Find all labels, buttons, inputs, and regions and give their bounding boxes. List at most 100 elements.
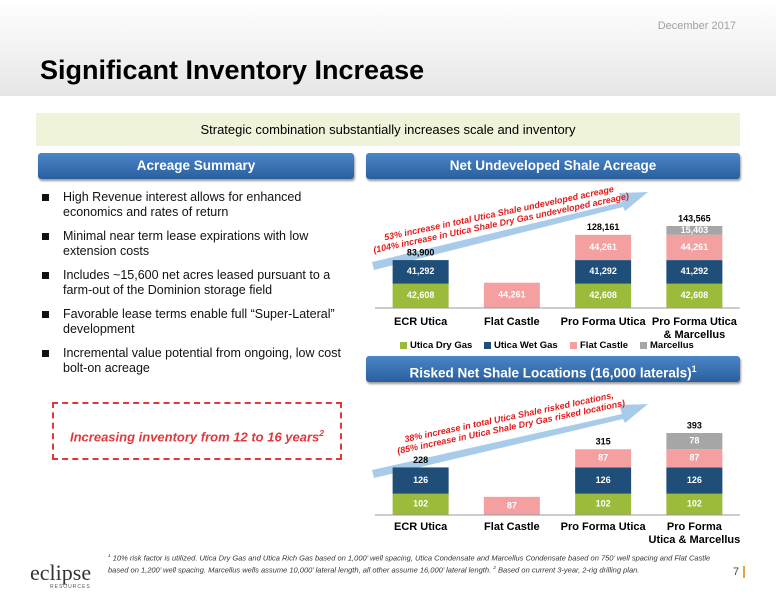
data-label: 15,403	[681, 225, 709, 235]
bar-segment	[666, 433, 723, 450]
legend-swatch	[640, 342, 647, 349]
x-tick-label: Pro Forma Utica	[560, 316, 646, 328]
footnote: 1 10% risk factor is utilized. Utica Dry…	[108, 552, 718, 575]
callout-text: Increasing inventory from 12 to 16 years	[70, 429, 320, 445]
logo: eclipse	[30, 560, 92, 585]
header-band	[0, 0, 776, 96]
bar-segment	[575, 493, 632, 515]
bullet: Favorable lease terms enable full “Super…	[40, 307, 350, 337]
total-label: 128,161	[587, 222, 620, 232]
bar-segment	[483, 282, 540, 308]
date: December 2017	[657, 20, 736, 32]
bullet: High Revenue interest allows for enhance…	[40, 190, 350, 220]
bar-segment	[392, 493, 449, 515]
footnote-marker: 1	[108, 554, 111, 559]
arrow	[372, 192, 648, 270]
total-label: 315	[596, 437, 611, 447]
data-label: 42,608	[407, 290, 435, 300]
bar-segment	[575, 467, 632, 494]
x-tick-label: Flat Castle	[484, 521, 540, 533]
legend-label: Flat Castle	[580, 340, 629, 351]
legend-swatch	[570, 342, 577, 349]
chart-title: Net Undeveloped Shale Acreage	[366, 153, 740, 179]
chart-title-text: Net Undeveloped Shale Acreage	[449, 158, 657, 173]
bullet: Incremental value potential from ongoing…	[40, 346, 350, 376]
annotation-line: 38% increase in total Utica Shale risked…	[403, 390, 615, 445]
slide-title: Significant Inventory Increase	[40, 55, 425, 85]
annotation-line: 53% increase in total Utica Shale undeve…	[383, 183, 615, 243]
data-label: 44,261	[589, 242, 617, 252]
legend-swatch	[400, 342, 407, 349]
bar-segment	[666, 467, 723, 494]
bar-segment	[575, 283, 632, 308]
legend-label: Marcellus	[650, 340, 694, 351]
x-tick-label: ECR Utica	[394, 521, 448, 533]
bar-segment	[483, 496, 540, 515]
data-label: 87	[689, 453, 699, 463]
bar-segment	[666, 449, 723, 468]
total-label: 228	[413, 455, 428, 465]
annotation: 38% increase in total Utica Shale risked…	[361, 381, 659, 463]
legend-label: Utica Wet Gas	[494, 340, 558, 351]
data-label: 44,261	[681, 242, 709, 252]
callout: Increasing inventory from 12 to 16 years…	[52, 402, 342, 460]
data-label: 41,292	[407, 266, 435, 276]
x-tick-label: Pro Forma Utica	[560, 521, 646, 533]
data-label: 44,261	[498, 290, 526, 300]
annotation-line: (104% increase in Utica Shale Dry Gas un…	[372, 190, 630, 255]
data-label: 87	[598, 453, 608, 463]
annotation-line: (85% increase in Utica Shale Dry Gas ris…	[396, 397, 626, 456]
page-number: 7	[733, 566, 746, 578]
bar-segment	[666, 493, 723, 515]
bar-segment	[666, 226, 723, 235]
arrow	[372, 404, 648, 478]
bullet-list: High Revenue interest allows for enhance…	[40, 190, 350, 385]
bar-segment	[666, 260, 723, 284]
total-label: 83,900	[407, 247, 435, 257]
data-label: 42,608	[589, 290, 617, 300]
chart-title-text: Risked Net Shale Locations (16,000 later…	[409, 365, 692, 381]
bar-segment	[575, 260, 632, 284]
bullet: Minimal near term lease expirations with…	[40, 229, 350, 259]
data-label: 102	[413, 499, 428, 509]
footnote-text: Based on current 3-year, 2-rig drilling …	[498, 565, 640, 574]
data-label: 126	[413, 475, 428, 485]
data-label: 102	[596, 499, 611, 509]
legend-swatch	[484, 342, 491, 349]
data-label: 78	[689, 436, 699, 446]
banner: Strategic combination substantially incr…	[36, 113, 740, 146]
bar-segment	[666, 234, 723, 261]
data-label: 41,292	[681, 266, 709, 276]
chart-title: Risked Net Shale Locations (16,000 later…	[366, 356, 740, 382]
callout-sup: 2	[319, 428, 324, 438]
bar-segment	[392, 283, 449, 308]
data-label: 87	[507, 500, 517, 510]
x-tick-label: Pro Forma Utica & Marcellus	[651, 316, 737, 341]
bar-segment	[666, 283, 723, 308]
data-label: 126	[596, 475, 611, 485]
bullet: Includes ~15,600 net acres leased pursua…	[40, 268, 350, 298]
x-tick-label: Flat Castle	[484, 316, 540, 328]
data-label: 42,608	[681, 290, 709, 300]
x-tick-label: Pro Forma Utica & Marcellus	[648, 521, 741, 546]
bar-segment	[392, 260, 449, 284]
data-label: 126	[687, 475, 702, 485]
legend-label: Utica Dry Gas	[410, 340, 473, 351]
logo-sub: RESOURCES	[50, 584, 91, 590]
bar-segment	[575, 234, 632, 261]
total-label: 143,565	[678, 213, 711, 223]
data-label: 41,292	[589, 266, 617, 276]
bar-segment	[392, 467, 449, 494]
footnote-marker: 2	[493, 565, 496, 571]
footnote-text: 10% risk factor is utilized. Utica Dry G…	[108, 553, 711, 575]
total-label: 393	[687, 420, 702, 430]
x-tick-label: ECR Utica	[394, 316, 448, 328]
data-label: 102	[687, 499, 702, 509]
bar-segment	[575, 449, 632, 468]
annotation: 53% increase in total Utica Shale undeve…	[351, 177, 649, 259]
section-heading: Acreage Summary	[38, 153, 354, 179]
chart-title-sup: 1	[691, 364, 697, 374]
